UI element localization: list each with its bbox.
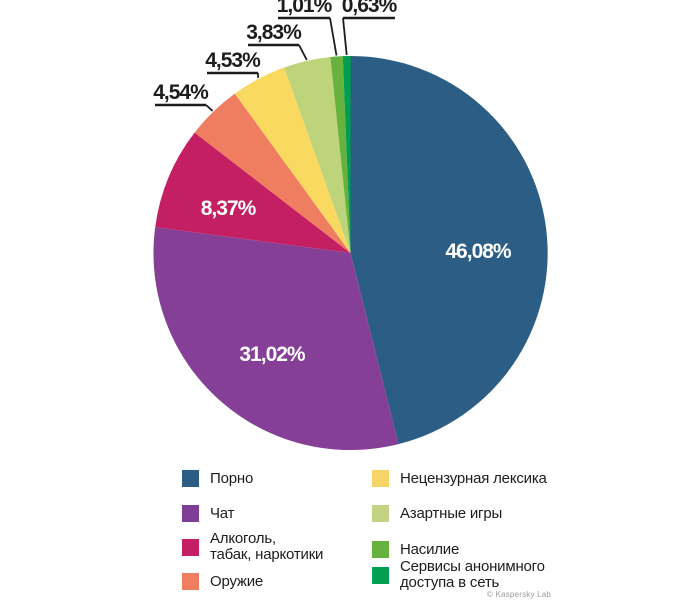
pie-slice-2 — [155, 132, 351, 253]
pie-slice-1 — [153, 227, 399, 451]
legend-swatch — [372, 566, 389, 584]
legend-label: Алкоголь, табак, наркотики — [210, 530, 324, 563]
slice-value-label-2: 8,37% — [201, 197, 257, 220]
slice-value-label-6: 1,01% — [277, 0, 333, 17]
slice-value-label-3: 4,54% — [153, 81, 209, 104]
legend-swatch — [372, 505, 389, 522]
slice-value-label-5: 3,83% — [246, 21, 302, 44]
callout-connector-3 — [205, 104, 214, 112]
legend-label: Порно — [210, 469, 254, 487]
pie-slice-4 — [234, 67, 351, 253]
legend-swatch — [182, 538, 199, 556]
legend-item: Алкоголь, табак, наркотики — [182, 531, 323, 563]
legend-item: Азартные игры — [372, 505, 502, 522]
legend-item: Порно — [182, 470, 253, 487]
legend-label: Насилие — [400, 540, 460, 558]
slice-value-label-0: 46,08% — [445, 240, 512, 263]
pie-slice-0 — [350, 55, 548, 445]
pie-slice-7 — [342, 55, 351, 253]
callout-connector-6 — [329, 17, 338, 56]
legend-swatch — [182, 573, 199, 590]
legend-label: Сервисы анонимного доступа в сеть — [400, 558, 545, 591]
slice-value-label-4: 4,53% — [205, 49, 261, 72]
copyright-text: © Kaspersky Lab — [487, 590, 552, 599]
legend-label: Азартные игры — [400, 504, 503, 522]
legend-swatch — [372, 541, 389, 558]
legend-item: Нецензурная лексика — [372, 470, 547, 487]
legend-item: Чат — [182, 505, 234, 522]
legend-label: Оружие — [210, 572, 264, 590]
legend-label: Чат — [210, 504, 235, 522]
legend-swatch — [182, 505, 199, 522]
pie-chart: 46,08% 31,02% 8,37% 4,54% 4,53% 3,83% 1,01% 0,6… — [153, 0, 548, 451]
legend-item: Насилие — [372, 541, 459, 558]
legend-item: Оружие — [182, 573, 263, 590]
slice-value-label-7: 0,63% — [342, 0, 398, 17]
pie-slice-3 — [194, 93, 351, 253]
callout-connector-7 — [342, 17, 348, 56]
legend-swatch — [372, 470, 389, 487]
pie-slice-5 — [284, 57, 351, 253]
legend-swatch — [182, 470, 199, 487]
slice-value-label-1: 31,02% — [239, 343, 306, 366]
callout-connector-5 — [298, 44, 308, 61]
legend-label: Нецензурная лексика — [400, 469, 547, 487]
pie-slice-6 — [330, 56, 351, 253]
legend-item: Сервисы анонимного доступа в сеть — [372, 559, 545, 591]
